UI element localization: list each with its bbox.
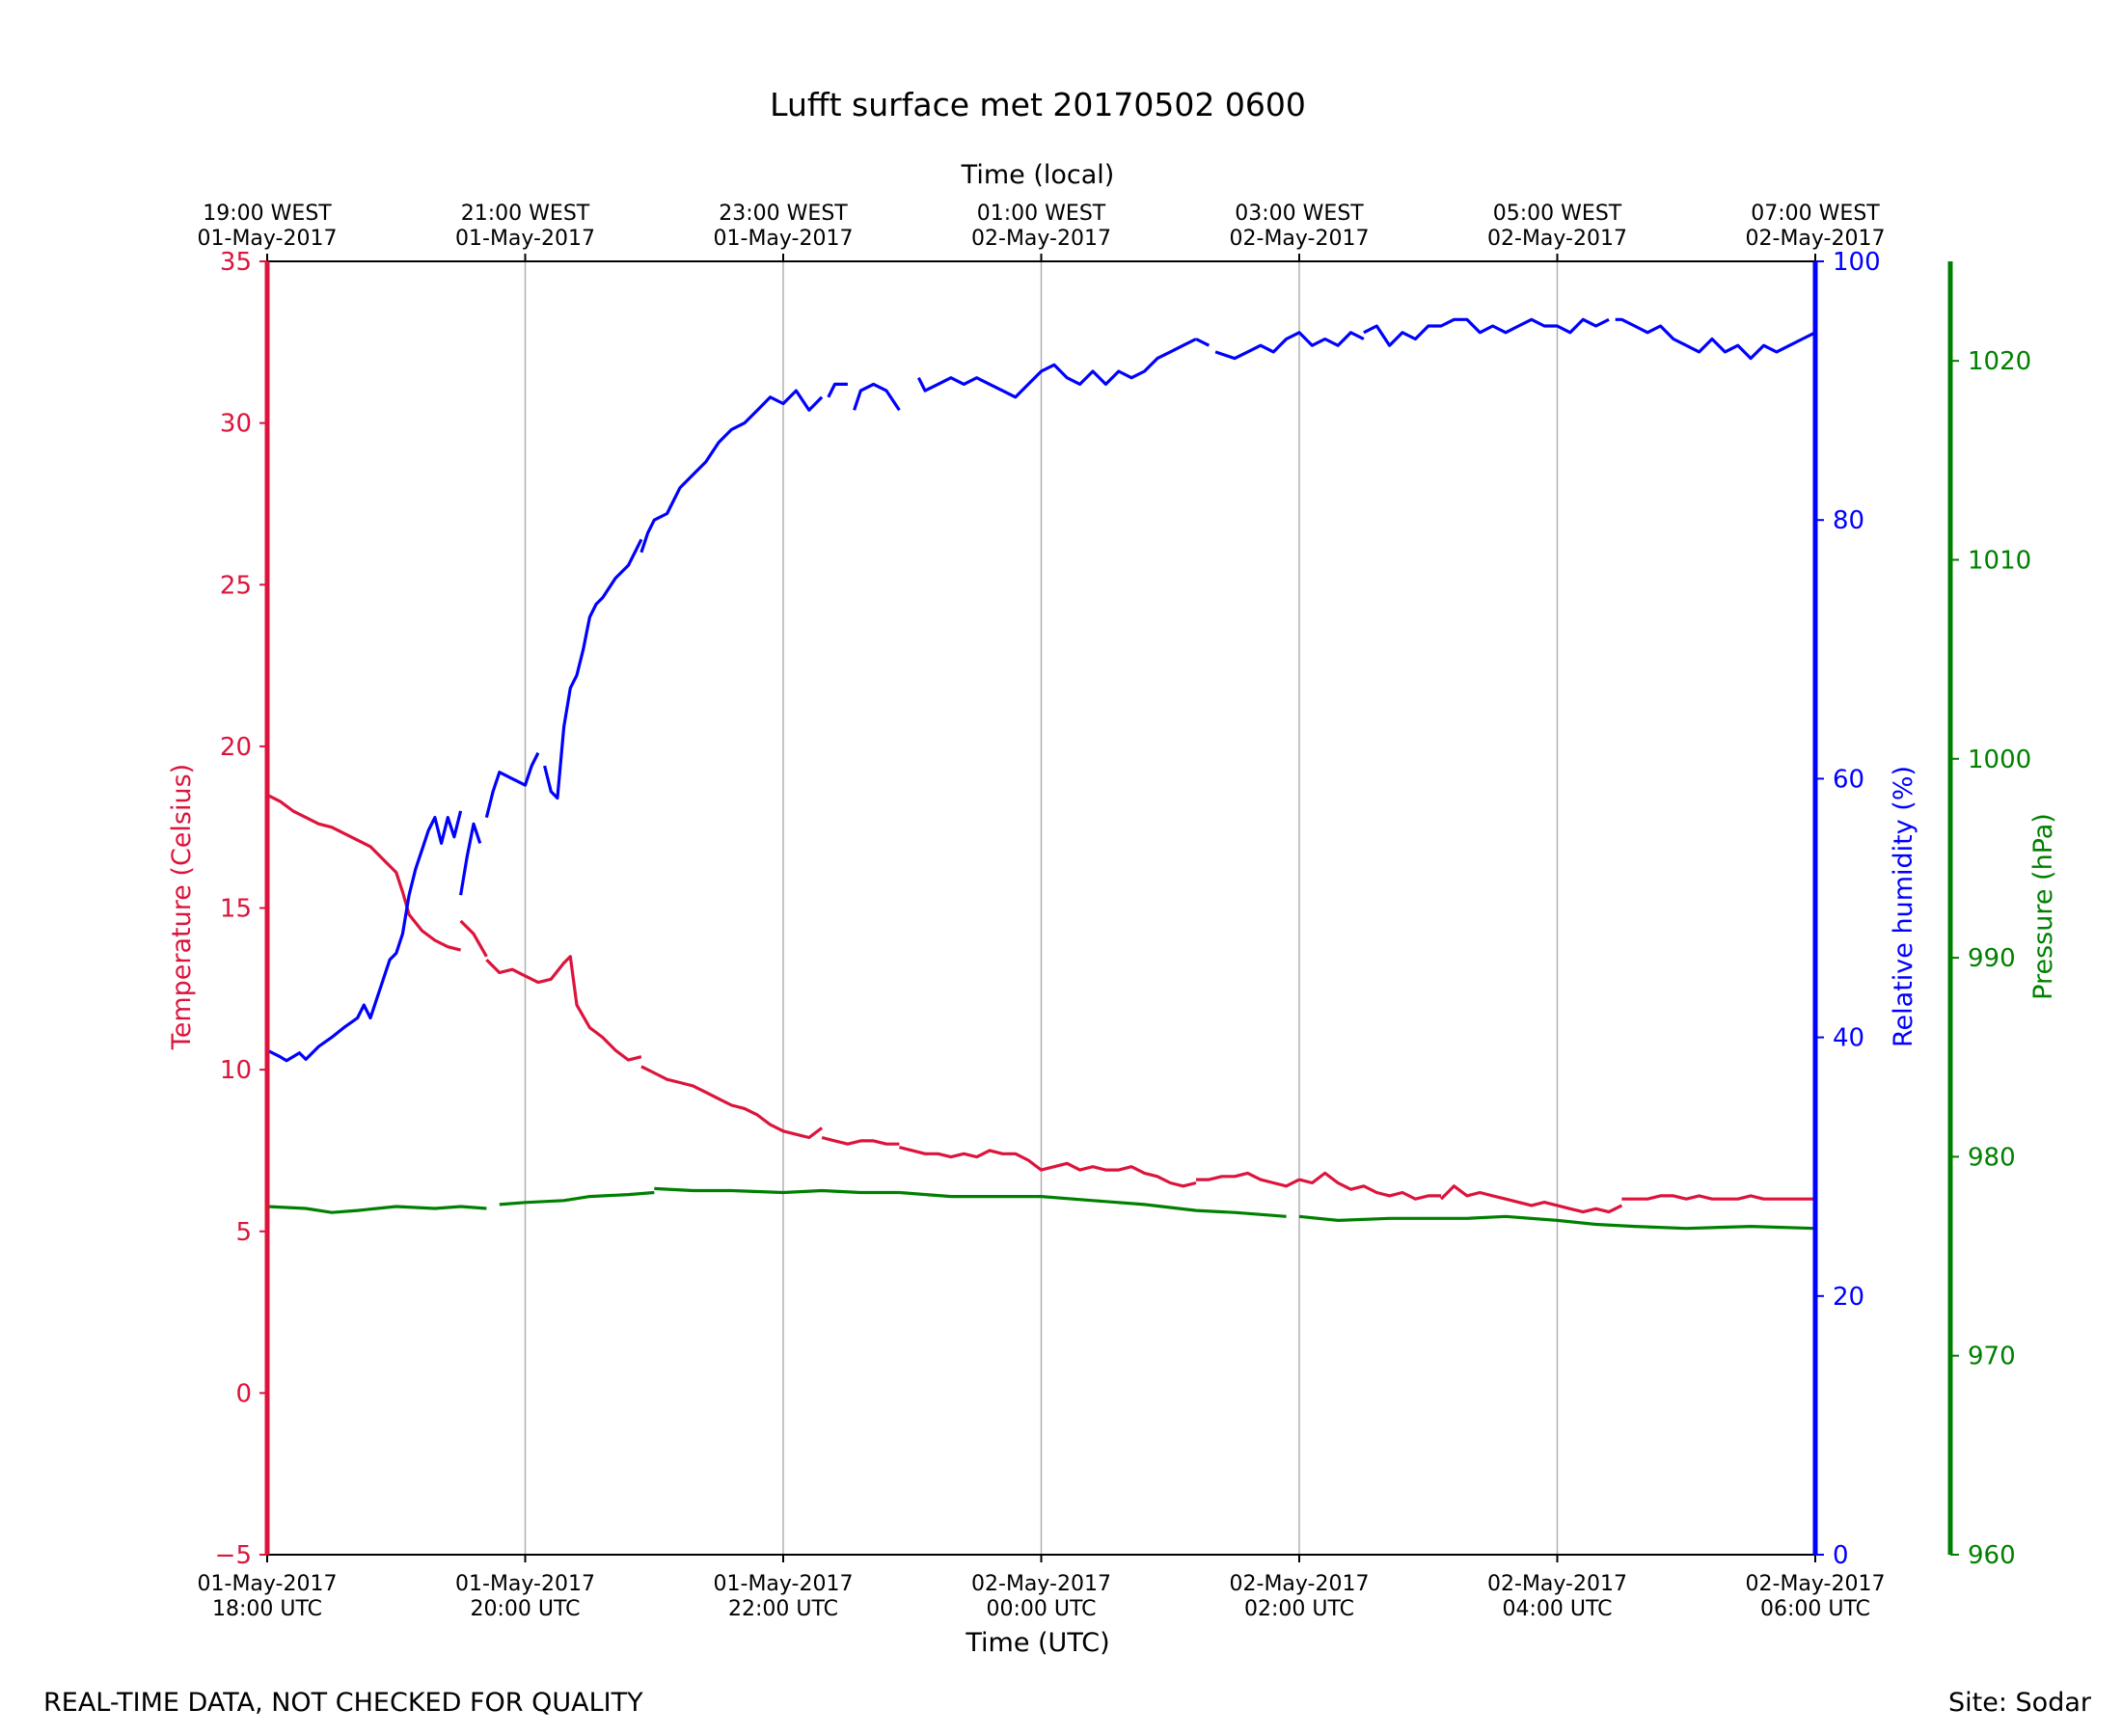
top-x-tick-label-date: 01-May-2017: [198, 227, 338, 251]
humidity-series-line: [1615, 317, 1816, 361]
humidity-series-line: [853, 382, 901, 412]
pressure-tick-label: 960: [1968, 1541, 2016, 1570]
humidity-series-line: [543, 538, 643, 800]
top-x-tick-label-time: 03:00 WEST: [1235, 202, 1364, 226]
x-tick-label-date: 02-May-2017: [1487, 1572, 1627, 1596]
temperature-series-line: [1621, 1194, 1815, 1201]
top-x-tick-label-time: 01:00 WEST: [977, 202, 1106, 226]
humidity-series-line: [1363, 317, 1610, 347]
grid-lines: [524, 261, 1559, 1555]
top-x-tick-label-time: 07:00 WEST: [1751, 202, 1880, 226]
humidity-series-line: [1214, 331, 1365, 361]
bottom-axis-title: Time (UTC): [965, 1628, 1109, 1658]
chart-title: Lufft surface met 20170502 0600: [770, 86, 1306, 123]
x-tick-label-date: 02-May-2017: [1230, 1572, 1370, 1596]
pressure-axis-title: Pressure (hPa): [2028, 813, 2058, 1000]
temperature-series-line: [1439, 1184, 1623, 1214]
top-x-tick-label-date: 02-May-2017: [971, 227, 1111, 251]
temperature-tick-label: 5: [235, 1218, 252, 1247]
humidity-tick-label: 60: [1833, 765, 1864, 794]
top-x-tick-label-date: 02-May-2017: [1746, 227, 1886, 251]
pressure-tick-label: 970: [1968, 1343, 2016, 1371]
x-tick-label-time: 20:00 UTC: [470, 1597, 580, 1621]
temperature-tick-label: 15: [220, 895, 252, 924]
quality-disclaimer: REAL-TIME DATA, NOT CHECKED FOR QUALITY: [43, 1688, 643, 1718]
x-tick-label-date: 01-May-2017: [455, 1572, 595, 1596]
series-lines: [266, 317, 1816, 1231]
top-x-tick-label-time: 19:00 WEST: [203, 202, 332, 226]
pressure-series-line: [266, 1205, 487, 1214]
temperature-tick-label: 35: [220, 248, 252, 277]
x-tick-label-time: 06:00 UTC: [1760, 1597, 1870, 1621]
humidity-tick-label: 40: [1833, 1024, 1864, 1053]
x-tick-label-time: 18:00 UTC: [212, 1597, 322, 1621]
x-tick-label-date: 01-May-2017: [714, 1572, 854, 1596]
top-x-tick-label-date: 01-May-2017: [455, 227, 595, 251]
top-x-tick-label-time: 05:00 WEST: [1493, 202, 1622, 226]
humidity-series-line: [459, 822, 482, 896]
temperature-series-line: [266, 793, 461, 952]
x-tick-label-time: 02:00 UTC: [1244, 1597, 1354, 1621]
humidity-series-line: [266, 810, 463, 1063]
temperature-series-line: [485, 955, 642, 1062]
temperature-series-line: [640, 1065, 824, 1140]
temperature-series-line: [1298, 1171, 1442, 1201]
top-x-tick-label-date: 02-May-2017: [1230, 227, 1370, 251]
temperature-axis-title: Temperature (Celsius): [167, 764, 197, 1050]
pressure-series-line: [499, 1190, 655, 1207]
top-axis-title: Time (local): [961, 160, 1115, 190]
humidity-series-line: [639, 389, 824, 554]
humidity-series-line: [1195, 338, 1211, 347]
pressure-tick-label: 990: [1968, 944, 2016, 973]
humidity-series-line: [916, 338, 1197, 399]
x-tick-label-time: 22:00 UTC: [728, 1597, 838, 1621]
pressure-series-line: [1298, 1214, 1816, 1231]
pressure-series-line: [654, 1186, 900, 1195]
temperature-series-line: [459, 919, 488, 958]
temperature-tick-label: 25: [220, 571, 252, 600]
temperature-series-line: [821, 1135, 900, 1146]
humidity-tick-label: 80: [1833, 506, 1864, 535]
humidity-axis-title: Relative humidity (%): [1889, 766, 1918, 1047]
temperature-tick-label: 20: [220, 733, 252, 762]
site-label: Site: Sodar: [1948, 1688, 2092, 1718]
humidity-tick-label: 0: [1833, 1541, 1849, 1570]
top-x-tick-label-date: 02-May-2017: [1487, 227, 1627, 251]
temperature-tick-label: −5: [215, 1541, 252, 1570]
x-tick-label-time: 00:00 UTC: [986, 1597, 1096, 1621]
top-x-tick-label-date: 01-May-2017: [714, 227, 854, 251]
temperature-tick-label: 10: [220, 1056, 252, 1085]
pressure-series-line: [899, 1190, 1287, 1218]
pressure-tick-label: 1000: [1968, 746, 2031, 774]
temperature-tick-label: 0: [235, 1379, 252, 1408]
x-tick-label-time: 04:00 UTC: [1502, 1597, 1612, 1621]
pressure-tick-label: 980: [1968, 1143, 2016, 1172]
humidity-series-line: [827, 382, 848, 398]
x-tick-label-date: 01-May-2017: [198, 1572, 338, 1596]
temperature-tick-label: 30: [220, 410, 252, 439]
temperature-series-line: [899, 1146, 1197, 1188]
humidity-tick-label: 100: [1833, 248, 1881, 277]
top-x-tick-label-time: 23:00 WEST: [719, 202, 848, 226]
humidity-tick-label: 20: [1833, 1283, 1864, 1312]
top-x-tick-label-time: 21:00 WEST: [461, 202, 590, 226]
pressure-tick-label: 1010: [1968, 546, 2031, 575]
x-tick-label-date: 02-May-2017: [1746, 1572, 1886, 1596]
x-tick-label-date: 02-May-2017: [971, 1572, 1111, 1596]
pressure-tick-label: 1020: [1968, 347, 2031, 376]
temperature-series-line: [1196, 1171, 1300, 1188]
humidity-series-line: [484, 751, 540, 818]
